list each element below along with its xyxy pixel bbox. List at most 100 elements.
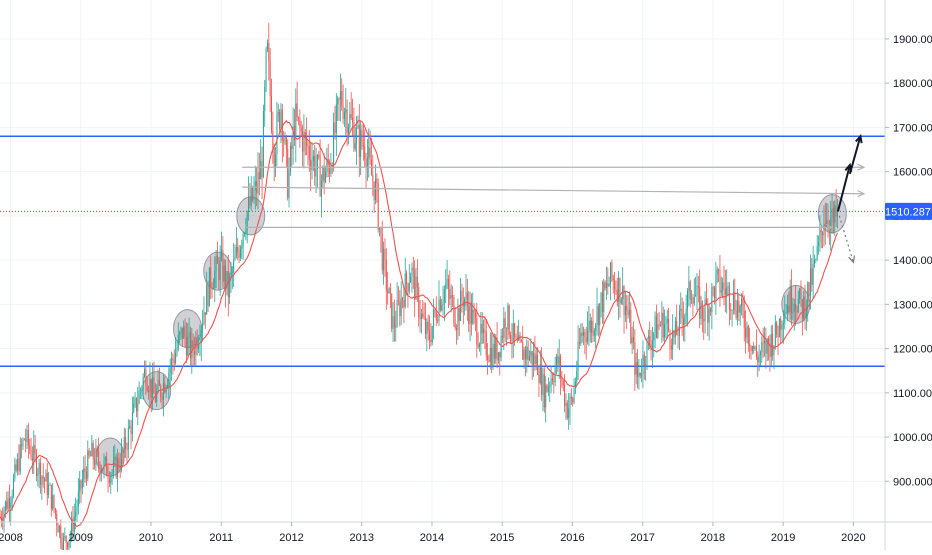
candle-body (668, 318, 670, 331)
candle-body (27, 430, 29, 446)
candle-body (357, 125, 359, 128)
candle-body (755, 346, 757, 358)
candle-body (788, 305, 790, 313)
projection-arrow-head (855, 134, 863, 144)
candle-body (4, 501, 6, 511)
candle-body (446, 278, 448, 285)
candle-body (164, 382, 166, 393)
candle-body (422, 313, 424, 317)
candle-body (701, 301, 703, 320)
candle-body (402, 298, 404, 301)
candle-body (735, 310, 737, 318)
candle-body (782, 323, 784, 325)
candle-body (742, 298, 744, 311)
candle-body (56, 513, 58, 526)
candle-body (635, 362, 637, 375)
candle-body (780, 318, 782, 330)
candle-body (745, 328, 747, 338)
price-tick-label: 1900.000 (893, 34, 932, 46)
candle-body (746, 325, 748, 338)
candle-body (712, 287, 714, 289)
candle-body (805, 306, 807, 318)
candle-body (649, 336, 651, 345)
candle-body (139, 390, 141, 391)
candle-body (560, 356, 562, 378)
candle-body (84, 468, 86, 472)
candle-body (307, 145, 309, 147)
price-tick-label: 1100.000 (893, 388, 932, 400)
candle-body (304, 132, 306, 136)
candle-body (570, 396, 572, 399)
candle-body (121, 449, 123, 469)
candle-body (352, 117, 354, 122)
candle-body (777, 334, 779, 338)
candle-body (705, 299, 707, 305)
candle-body (461, 290, 463, 302)
candle-body (168, 372, 170, 385)
price-axis[interactable]: 900.000 1000.000 1100.000 1200.000 1300.000 1… (885, 34, 932, 488)
candle-body (393, 316, 395, 328)
candle-body (377, 183, 379, 230)
candle-body (285, 136, 287, 149)
candle-body (711, 287, 713, 312)
candle-body (722, 282, 724, 291)
candle-body (737, 300, 738, 318)
candle-body (211, 286, 213, 289)
candle-body (145, 369, 147, 388)
candle-body (739, 305, 741, 313)
candle-body (265, 49, 267, 87)
candle-body (219, 257, 221, 281)
candle-body (337, 98, 339, 105)
candle-body (438, 299, 440, 321)
candle-body (329, 164, 331, 174)
candle-body (643, 354, 645, 366)
candle-body (235, 247, 237, 257)
candle-body (269, 60, 271, 96)
candle-body (526, 346, 528, 360)
candle-body (660, 325, 662, 326)
time-tick-label: 2013 (349, 532, 373, 544)
candle-body (152, 377, 154, 398)
candle-body (35, 453, 37, 476)
candle-body (543, 374, 545, 408)
candle-body (480, 323, 482, 345)
candle-body (303, 132, 305, 152)
candle-body (757, 357, 759, 363)
candle-body (726, 287, 728, 295)
candle-body (427, 321, 429, 331)
candle-body (218, 263, 220, 281)
candle-body (87, 450, 89, 479)
candle-body (597, 306, 599, 326)
candle-body (312, 155, 314, 161)
candle-body (561, 377, 563, 382)
candle-body (515, 337, 517, 338)
candle-body (828, 226, 830, 231)
candle-body (368, 147, 370, 158)
candle-body (439, 299, 441, 311)
candle-body (670, 345, 672, 350)
candle-body (85, 471, 87, 479)
candle-body (61, 543, 63, 551)
candle-body (14, 464, 16, 479)
candle-body (716, 269, 718, 275)
candlesticks (0, 23, 838, 555)
projection-arrows (242, 134, 866, 264)
candle-body (818, 241, 820, 247)
candle-body (789, 286, 791, 313)
price-tick-label: 1600.000 (893, 167, 932, 179)
candle-body (607, 283, 609, 287)
candle-body (759, 352, 761, 355)
candle-body (466, 292, 468, 306)
candle-body (366, 157, 368, 169)
candle-body (216, 255, 218, 264)
candle-body (149, 378, 151, 393)
candle-body (18, 458, 20, 472)
candle-body (48, 484, 50, 495)
candle-body (591, 320, 593, 333)
candle-body (187, 337, 189, 356)
candle-body (819, 229, 821, 242)
time-axis[interactable]: 2008 2009 2010 2011 2012 2013 2014 2015 2016 2017… (0, 522, 866, 544)
time-tick-label: 2011 (209, 532, 233, 544)
